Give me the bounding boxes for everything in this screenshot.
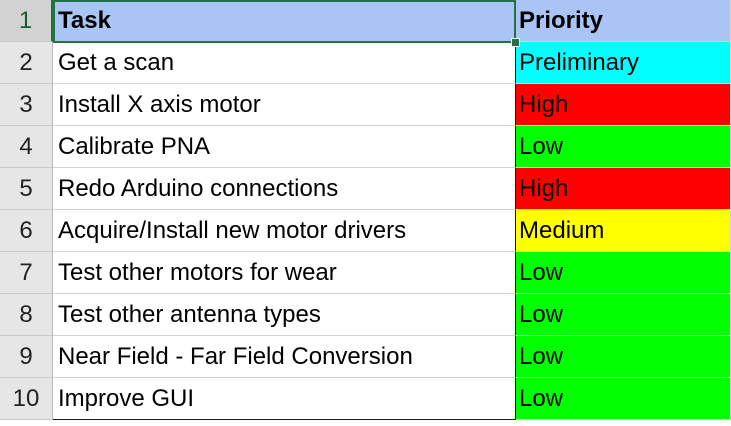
cell-task[interactable]: Get a scan [53, 42, 516, 84]
task-text: Test other motors for wear [58, 258, 337, 286]
fill-handle[interactable] [511, 38, 520, 47]
row-number: 3 [19, 90, 33, 118]
cell-priority[interactable]: Low [516, 294, 731, 336]
priority-text: Low [519, 384, 564, 412]
cell-priority[interactable]: Preliminary [516, 42, 731, 84]
row-header-6[interactable]: 6 [0, 210, 53, 252]
cell-priority[interactable]: Low [516, 378, 731, 420]
task-text: Get a scan [58, 48, 175, 76]
header-row: 1 Task Priority [0, 0, 731, 42]
cell-priority[interactable]: High [516, 168, 731, 210]
row-header-1[interactable]: 1 [0, 0, 53, 42]
column-title-priority: Priority [519, 6, 604, 34]
task-text: Install X axis motor [58, 90, 261, 118]
table-row: 3 Install X axis motor High [0, 84, 731, 126]
task-text: Redo Arduino connections [58, 174, 339, 202]
priority-text: Low [519, 132, 564, 160]
priority-text: Preliminary [519, 48, 640, 76]
row-number: 8 [19, 300, 33, 328]
row-number: 2 [19, 48, 33, 76]
task-text: Acquire/Install new motor drivers [58, 216, 407, 244]
task-text: Test other antenna types [58, 300, 321, 328]
row-header-8[interactable]: 8 [0, 294, 53, 336]
column-title-task: Task [58, 6, 111, 34]
cell-priority[interactable]: Low [516, 126, 731, 168]
table-row: 7 Test other motors for wear Low [0, 252, 731, 294]
priority-text: Medium [519, 216, 605, 244]
table-row: 4 Calibrate PNA Low [0, 126, 731, 168]
priority-text: Low [519, 342, 564, 370]
row-header-9[interactable]: 9 [0, 336, 53, 378]
priority-text: Low [519, 300, 564, 328]
row-number: 1 [18, 6, 33, 34]
cell-priority-header[interactable]: Priority [516, 0, 731, 42]
row-header-5[interactable]: 5 [0, 168, 53, 210]
cell-task[interactable]: Near Field - Far Field Conversion [53, 336, 516, 378]
cell-priority[interactable]: Low [516, 336, 731, 378]
row-header-3[interactable]: 3 [0, 84, 53, 126]
row-number: 4 [19, 132, 33, 160]
row-number: 7 [19, 258, 33, 286]
table-row: 9 Near Field - Far Field Conversion Low [0, 336, 731, 378]
cell-task[interactable]: Test other motors for wear [53, 252, 516, 294]
row-number: 9 [19, 342, 33, 370]
row-header-4[interactable]: 4 [0, 126, 53, 168]
priority-text: High [519, 90, 569, 118]
cell-task[interactable]: Install X axis motor [53, 84, 516, 126]
cell-priority[interactable]: High [516, 84, 731, 126]
row-number: 5 [19, 174, 33, 202]
cell-task[interactable]: Redo Arduino connections [53, 168, 516, 210]
priority-text: High [519, 174, 569, 202]
cell-task[interactable]: Test other antenna types [53, 294, 516, 336]
cell-priority[interactable]: Low [516, 252, 731, 294]
task-text: Calibrate PNA [58, 132, 211, 160]
priority-text: Low [519, 258, 564, 286]
table-row: 10 Improve GUI Low [0, 378, 731, 420]
table-row: 8 Test other antenna types Low [0, 294, 731, 336]
cell-task[interactable]: Improve GUI [53, 378, 516, 420]
row-number: 6 [19, 216, 33, 244]
cell-priority[interactable]: Medium [516, 210, 731, 252]
row-header-10[interactable]: 10 [0, 378, 53, 420]
table-row: 2 Get a scan Preliminary [0, 42, 731, 84]
table-row: 6 Acquire/Install new motor drivers Medi… [0, 210, 731, 252]
cell-task-header[interactable]: Task [53, 0, 516, 42]
cell-task[interactable]: Acquire/Install new motor drivers [53, 210, 516, 252]
task-text: Improve GUI [58, 384, 195, 412]
task-text: Near Field - Far Field Conversion [58, 342, 413, 370]
row-header-7[interactable]: 7 [0, 252, 53, 294]
cell-task[interactable]: Calibrate PNA [53, 126, 516, 168]
row-header-2[interactable]: 2 [0, 42, 53, 84]
table-row: 5 Redo Arduino connections High [0, 168, 731, 210]
row-number: 10 [12, 384, 40, 412]
